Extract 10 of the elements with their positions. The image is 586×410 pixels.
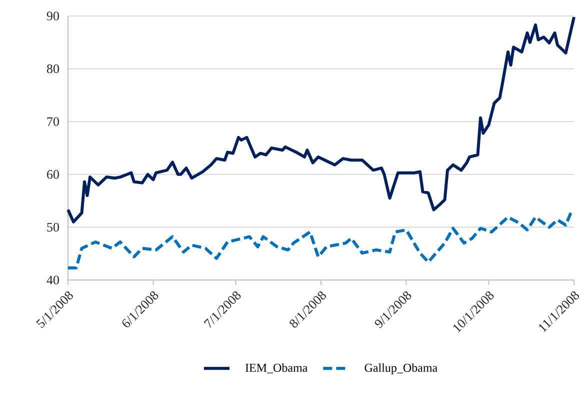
y-tick-label: 80	[46, 64, 59, 74]
legend-label: Gallup_Obama	[364, 363, 438, 374]
y-tick-label: 40	[46, 276, 59, 284]
legend-label: IEM_Obama	[245, 363, 308, 374]
y-tick-label: 70	[47, 117, 59, 126]
line-series	[66, 16, 576, 224]
y-tick-label: 90	[46, 12, 59, 20]
line-series	[66, 210, 573, 270]
y-tick-label: 60	[47, 170, 59, 179]
y-tick-label: 50	[47, 222, 59, 232]
